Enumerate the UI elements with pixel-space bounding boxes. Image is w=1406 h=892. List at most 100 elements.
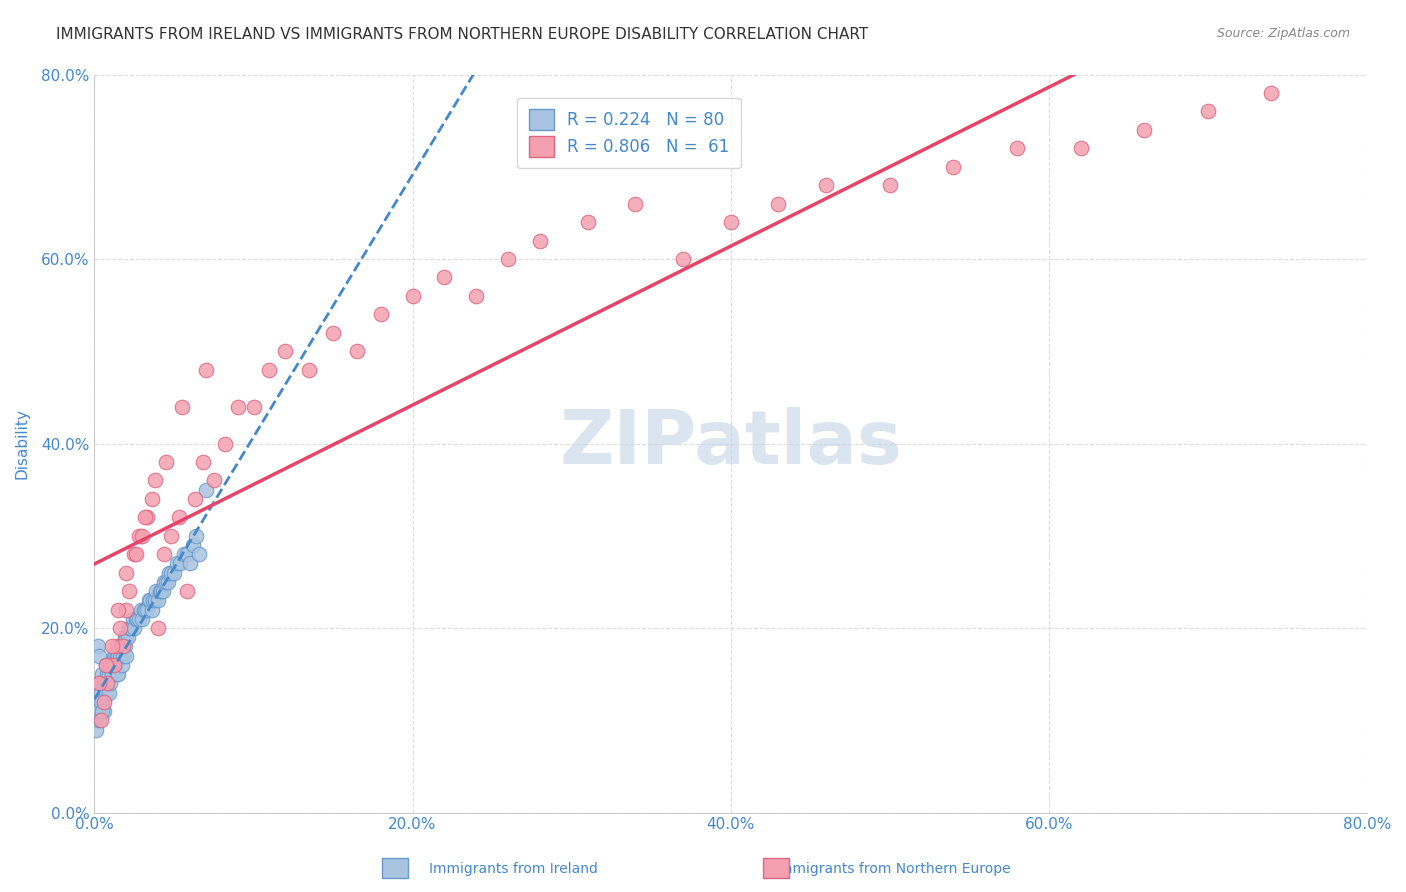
Point — [96, 667, 118, 681]
Point — [110, 640, 132, 654]
Point — [194, 483, 217, 497]
Point — [143, 593, 166, 607]
Point — [176, 584, 198, 599]
Point — [156, 574, 179, 589]
Point — [624, 196, 647, 211]
Point — [100, 676, 122, 690]
Point — [118, 621, 141, 635]
Point — [152, 584, 174, 599]
Point — [576, 215, 599, 229]
Point — [145, 584, 167, 599]
Point — [105, 667, 128, 681]
Point — [1197, 104, 1219, 119]
Point — [146, 593, 169, 607]
Point — [94, 657, 117, 672]
Point — [93, 704, 115, 718]
Point — [108, 640, 131, 654]
Point — [90, 695, 112, 709]
Point — [1005, 141, 1028, 155]
Text: IMMIGRANTS FROM IRELAND VS IMMIGRANTS FROM NORTHERN EUROPE DISABILITY CORRELATIO: IMMIGRANTS FROM IRELAND VS IMMIGRANTS FR… — [56, 27, 869, 42]
Point — [84, 713, 107, 727]
Point — [166, 557, 188, 571]
Point — [93, 695, 115, 709]
Point — [194, 362, 217, 376]
Point — [104, 648, 127, 663]
Point — [1070, 141, 1092, 155]
Point — [139, 593, 162, 607]
Point — [100, 657, 122, 672]
Point — [120, 621, 142, 635]
Point — [879, 178, 901, 193]
Point — [176, 547, 198, 561]
Point — [169, 557, 191, 571]
Y-axis label: Disability: Disability — [15, 409, 30, 479]
Point — [529, 234, 551, 248]
Point — [173, 547, 195, 561]
Point — [720, 215, 742, 229]
Point — [346, 344, 368, 359]
Point — [141, 602, 163, 616]
Point — [141, 491, 163, 506]
Point — [142, 593, 165, 607]
Point — [105, 640, 128, 654]
Point — [183, 491, 205, 506]
Point — [107, 602, 129, 616]
Point — [150, 584, 173, 599]
Point — [942, 160, 965, 174]
Point — [181, 538, 204, 552]
Point — [103, 657, 125, 672]
Point — [138, 593, 160, 607]
Point — [155, 455, 177, 469]
Point — [107, 667, 129, 681]
Point — [167, 510, 190, 524]
Point — [125, 612, 148, 626]
Point — [104, 657, 127, 672]
Point — [143, 474, 166, 488]
Point — [131, 612, 153, 626]
Point — [97, 667, 120, 681]
Point — [112, 640, 135, 654]
Point — [112, 648, 135, 663]
Point — [115, 566, 138, 580]
Point — [100, 657, 122, 672]
Point — [136, 510, 159, 524]
Point — [274, 344, 297, 359]
Point — [496, 252, 519, 266]
Point — [179, 557, 201, 571]
Point — [163, 566, 186, 580]
Point — [129, 602, 152, 616]
Point — [101, 667, 124, 681]
Point — [117, 630, 139, 644]
Point — [103, 657, 125, 672]
Point — [94, 685, 117, 699]
Point — [768, 196, 790, 211]
Text: ZIPatlas: ZIPatlas — [560, 407, 903, 480]
Point — [170, 400, 193, 414]
Point — [401, 289, 423, 303]
Point — [91, 667, 114, 681]
Point — [114, 630, 136, 644]
Point — [259, 362, 281, 376]
Point — [112, 640, 135, 654]
Point — [107, 648, 129, 663]
Point — [159, 566, 181, 580]
Point — [149, 584, 172, 599]
Point — [91, 695, 114, 709]
Point — [202, 474, 225, 488]
Point — [134, 602, 156, 616]
Point — [91, 704, 114, 718]
Point — [96, 676, 118, 690]
Point — [128, 612, 150, 626]
Point — [146, 621, 169, 635]
Point — [108, 648, 131, 663]
Point — [186, 529, 208, 543]
Point — [155, 574, 177, 589]
Point — [101, 657, 124, 672]
Point — [115, 602, 138, 616]
Point — [84, 723, 107, 737]
Point — [118, 584, 141, 599]
Point — [322, 326, 344, 340]
Point — [89, 713, 111, 727]
Point — [131, 529, 153, 543]
Point — [90, 713, 112, 727]
